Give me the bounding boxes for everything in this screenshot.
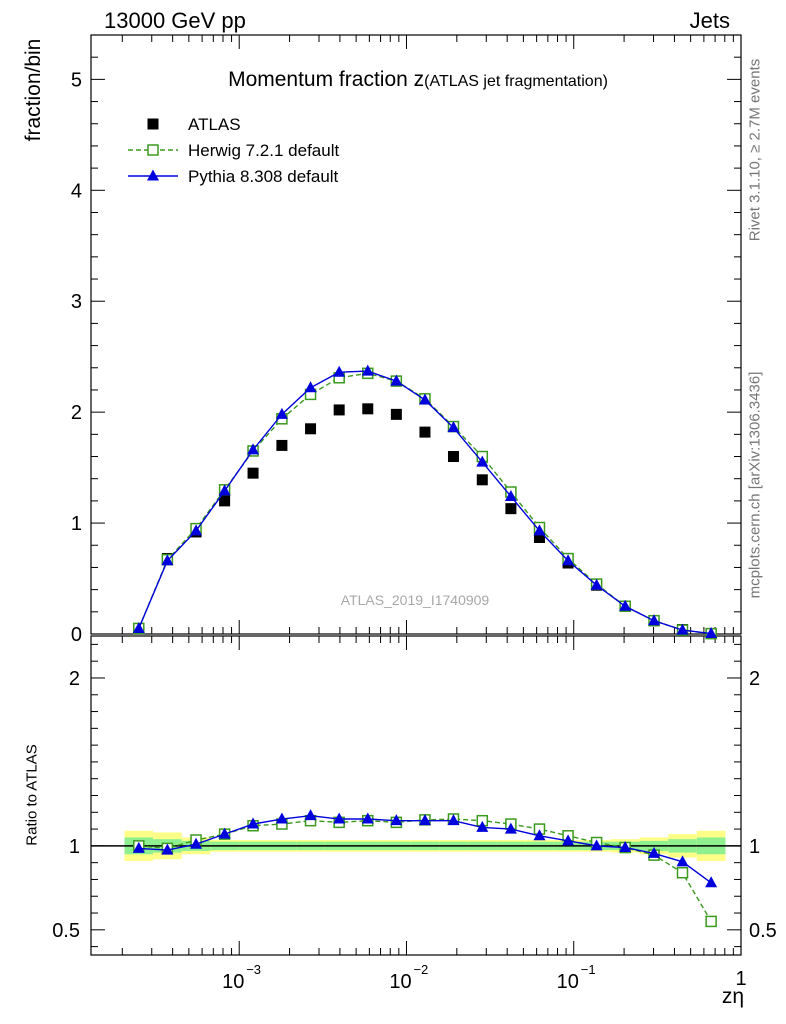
ratio-pythia-8-308-default-point: [218, 827, 231, 839]
main-pythia-8-308-default-point: [447, 421, 460, 433]
ratio-herwig-7-2-1-default-point: [705, 915, 717, 928]
main-pythia-8-308-default-point: [218, 484, 231, 496]
main-pythia-8-308-default-point: [476, 455, 489, 467]
ratio-pythia-8-308-default-point: [705, 876, 718, 888]
main-pythia-8-308-default-point: [648, 614, 661, 626]
ratio-pythia-8-308-default-point: [504, 822, 517, 834]
main-atlas-point: [447, 451, 459, 463]
analysis-watermark: ATLAS_2019_I1740909: [340, 592, 490, 608]
main-pythia-8-308-default-point: [161, 554, 174, 566]
ratio-y-tick-label-right: 2: [749, 668, 760, 690]
header-category-label: Jets: [689, 8, 730, 33]
main-atlas-point: [476, 474, 488, 486]
legend-label-herwig-7-2-1-default: Herwig 7.2.1 default: [188, 141, 339, 160]
ratio-pythia-8-308-default-point: [161, 843, 174, 855]
main-pythia-8-308-default-point: [304, 381, 317, 393]
ratio-pythia-8-308-default-point: [476, 820, 489, 832]
legend-marker-herwig-7-2-1-default: [147, 144, 159, 156]
x-tick-label: 10: [389, 971, 411, 993]
main-pythia-8-308-default-point: [361, 364, 374, 376]
x-tick-label-exponent: −2: [413, 962, 428, 977]
main-pythia-8-308-default-point: [418, 393, 431, 405]
legend-label-atlas: ATLAS: [188, 115, 241, 134]
x-tick-label: 1: [735, 968, 746, 990]
ratio-pythia-8-308-default-point: [533, 829, 546, 841]
ratio-pythia-8-308-default-point: [190, 837, 203, 849]
main-pythia-8-308-default-point: [533, 524, 546, 536]
main-pythia-8-308-default-point: [333, 365, 346, 377]
main-atlas-point: [333, 404, 345, 416]
ratio-pythia-8-308-default-point: [619, 841, 632, 853]
main-atlas-point: [390, 408, 402, 420]
main-pythia-8-308-default-point: [247, 443, 260, 455]
x-tick-label-exponent: −1: [581, 962, 596, 977]
main-atlas-point: [419, 426, 431, 438]
ratio-pythia-8-308-default-point: [390, 814, 403, 826]
ratio-pythia-8-308-default-point: [447, 814, 460, 826]
ratio-y-tick-label-right: 0.5: [749, 920, 777, 942]
x-tick-label: 10: [557, 971, 579, 993]
ratio-pythia-8-308-default-point: [247, 817, 260, 829]
rivet-version-label: Rivet 3.1.10, ≥ 2.7M events: [746, 58, 764, 242]
plot-title-main: Momentum fraction z: [228, 68, 425, 91]
plot-title: Momentum fraction z(ATLAS jet fragmentat…: [228, 68, 608, 92]
ratio-y-tick-label-left: 1: [69, 836, 80, 858]
ratio-pythia-8-308-default-point: [361, 812, 374, 824]
legend-marker-pythia-8-308-default: [147, 169, 159, 181]
ratio-pythia-8-308-default-point: [648, 846, 661, 858]
main-atlas-point: [219, 495, 231, 507]
legend-label-pythia-8-308-default: Pythia 8.308 default: [188, 167, 339, 186]
plot-title-suffix: (ATLAS jet fragmentation): [424, 73, 608, 90]
main-pythia-8-308-default-point: [504, 489, 517, 501]
main-pythia-8-308-default-point: [132, 621, 145, 633]
ratio-y-tick-label-right: 1: [749, 836, 760, 858]
main-pythia-8-308-default-point: [190, 524, 203, 536]
ratio-pythia-8-308-default-point: [333, 812, 346, 824]
y-tick-label: 2: [71, 402, 82, 424]
y-tick-label: 5: [71, 69, 82, 91]
main-atlas-point: [247, 467, 259, 479]
main-pythia-8-308-default-point: [705, 627, 718, 639]
ratio-y-tick-label-left: 2: [69, 668, 80, 690]
ratio-pythia-8-308-default-point: [418, 814, 431, 826]
ratio-pythia-8-308-default-point: [304, 809, 317, 821]
main-pythia-8-308-default-point: [619, 599, 632, 611]
main-pythia-8-308-default-point: [590, 578, 603, 590]
main-plot-frame: [90, 34, 742, 635]
x-tick-label: 10: [222, 971, 244, 993]
y-tick-label: 1: [71, 513, 82, 535]
ratio-pythia-8-308-default-point: [132, 841, 145, 853]
main-atlas-point: [505, 503, 517, 515]
y-axis-label-main: fraction/bin: [22, 38, 45, 142]
ratio-pythia-8-308-default-point: [562, 834, 575, 846]
main-pythia-8-308-default-point: [562, 554, 575, 566]
header-beam-label: 13000 GeV pp: [104, 8, 246, 33]
y-tick-label: 0: [71, 624, 82, 646]
main-atlas-point: [533, 531, 545, 543]
x-tick-label-exponent: −3: [246, 962, 261, 977]
main-atlas-point: [276, 439, 288, 451]
ratio-pythia-8-308-default-point: [676, 855, 689, 867]
ratio-y-tick-label-left: 0.5: [52, 920, 80, 942]
ratio-herwig-7-2-1-default-point: [676, 866, 689, 879]
main-pythia-8-308-default-point: [676, 623, 689, 635]
x-axis-label: zη: [721, 985, 744, 1008]
legend-marker-atlas: [147, 118, 159, 130]
y-axis-label-ratio: Ratio to ATLAS: [23, 744, 41, 846]
main-atlas-point: [362, 403, 374, 415]
ratio-plot-frame: [90, 635, 742, 956]
mcplots-reference-label: mcplots.cern.ch [arXiv:1306.3436]: [746, 371, 764, 599]
main-pythia-8-308-default-point: [390, 374, 403, 386]
ratio-pythia-8-308-default-point: [275, 812, 288, 824]
main-atlas-point: [305, 423, 317, 435]
ratio-pythia-8-308-default-point: [590, 839, 603, 851]
y-tick-label: 4: [71, 180, 82, 202]
y-tick-label: 3: [71, 291, 82, 313]
main-pythia-8-308-default-point: [275, 407, 288, 419]
